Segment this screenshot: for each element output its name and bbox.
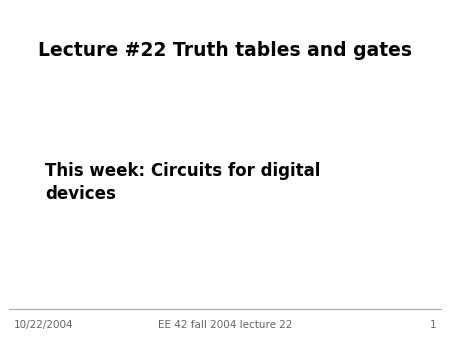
Text: This week: Circuits for digital
devices: This week: Circuits for digital devices bbox=[45, 162, 320, 203]
Text: EE 42 fall 2004 lecture 22: EE 42 fall 2004 lecture 22 bbox=[158, 319, 292, 330]
Text: Lecture #22 Truth tables and gates: Lecture #22 Truth tables and gates bbox=[38, 41, 412, 59]
Text: 10/22/2004: 10/22/2004 bbox=[14, 319, 73, 330]
Text: 1: 1 bbox=[430, 319, 436, 330]
